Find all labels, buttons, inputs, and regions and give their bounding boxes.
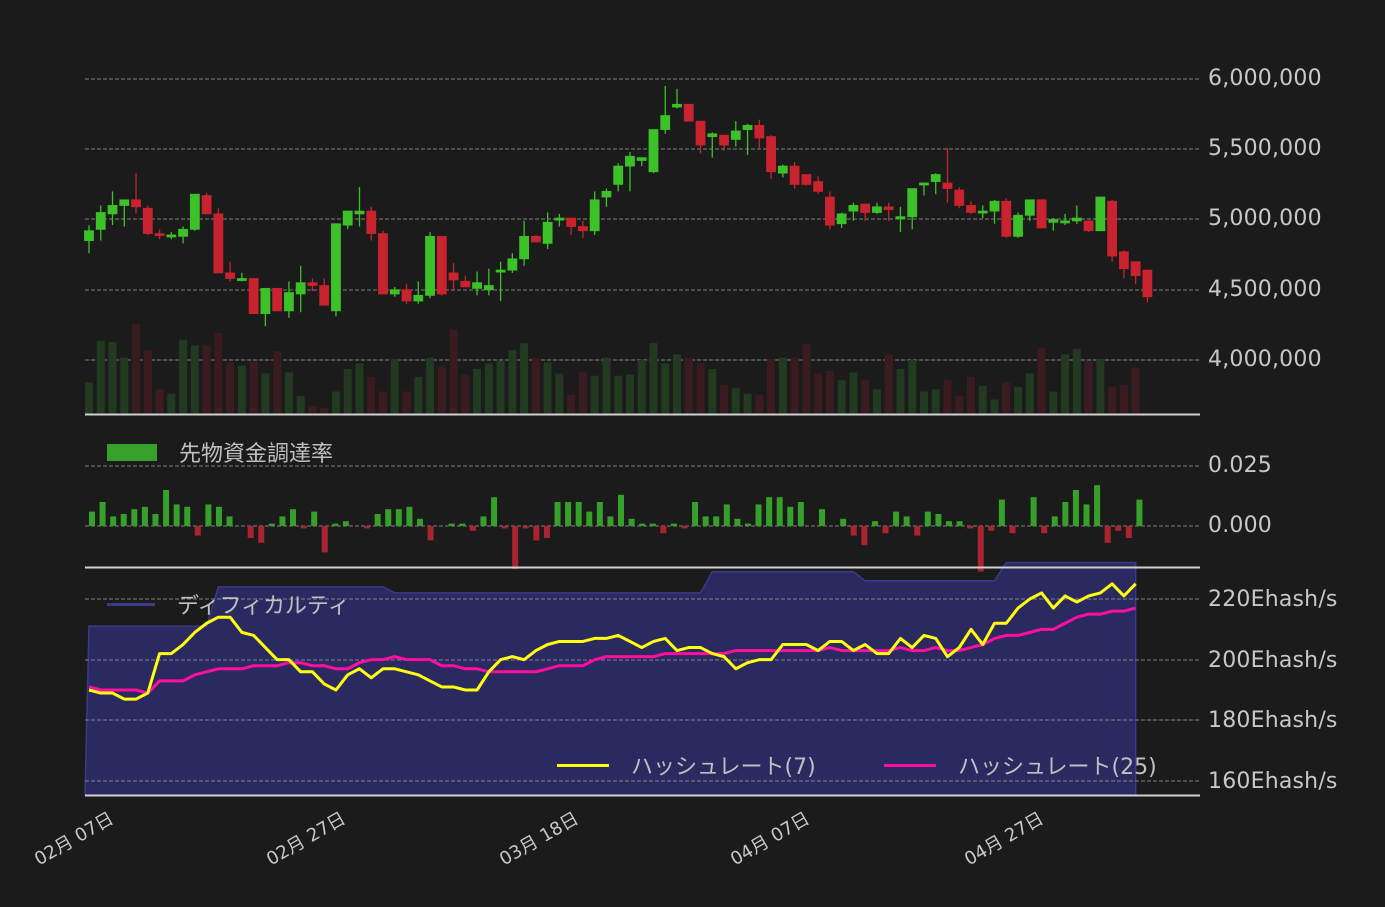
hash7-swatch-icon [557, 763, 609, 767]
legend-hashrate-25: ハッシュレート(25) [884, 749, 1157, 781]
funding-tick-0000: 0.000 [1208, 513, 1272, 538]
price-tick-4500000: 4,500,000 [1208, 277, 1322, 302]
hash-tick-220: 220Ehash/s [1208, 587, 1338, 612]
hash-tick-200: 200Ehash/s [1208, 648, 1338, 673]
legend-hashrate-7: ハッシュレート(7) [557, 749, 816, 781]
hash25-swatch-icon [884, 763, 936, 767]
funding-swatch-icon [107, 443, 157, 461]
legend-funding-label: 先物資金調達率 [179, 442, 334, 467]
price-tick-6000000: 6,000,000 [1208, 66, 1322, 91]
difficulty-swatch-icon [107, 602, 155, 606]
price-tick-4000000: 4,000,000 [1208, 347, 1322, 372]
hash-tick-180: 180Ehash/s [1208, 708, 1338, 733]
legend-hash7-label: ハッシュレート(7) [631, 755, 816, 780]
price-tick-5000000: 5,000,000 [1208, 206, 1322, 231]
legend-difficulty-label: ディフィカルティ [177, 594, 350, 619]
funding-tick-0025: 0.025 [1208, 453, 1272, 478]
legend-hash25-label: ハッシュレート(25) [958, 755, 1157, 780]
legend-difficulty: ディフィカルティ [107, 588, 350, 620]
hash-tick-160: 160Ehash/s [1208, 769, 1338, 794]
legend-funding-rate: 先物資金調達率 [107, 436, 333, 468]
difficulty-area [84, 561, 1137, 796]
price-tick-5500000: 5,500,000 [1208, 136, 1322, 161]
